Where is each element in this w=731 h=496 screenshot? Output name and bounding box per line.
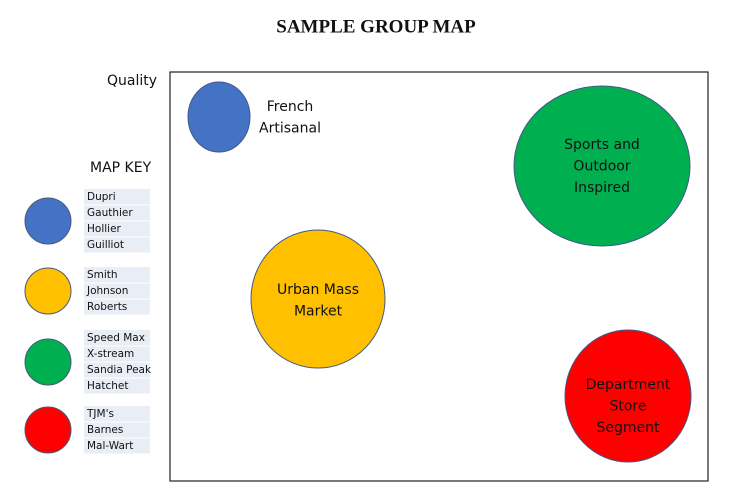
group-label: Segment (597, 420, 661, 436)
key-swatch (24, 197, 72, 245)
key-name: Smith (87, 269, 118, 281)
key-swatch (24, 338, 72, 386)
group-circle (250, 229, 386, 369)
key-name: Gauthier (87, 207, 133, 219)
key-name: Sandia Peak (87, 364, 152, 376)
group-label: Market (294, 304, 343, 320)
key-name: Hollier (87, 223, 122, 235)
key-name: TJM's (86, 408, 114, 420)
title: SAMPLE GROUP MAP (276, 16, 476, 37)
key-name: Johnson (86, 285, 128, 297)
axis-label: Quality (107, 73, 157, 89)
group-circle (564, 329, 692, 463)
group-circle (513, 85, 691, 247)
group-label: Urban Mass (277, 282, 359, 298)
group-label: Department (586, 377, 671, 393)
key-list-bg (84, 406, 150, 454)
map-frame (169, 71, 709, 482)
key-name: Barnes (87, 424, 123, 436)
group-label: French (267, 99, 314, 115)
key-name: X-stream (87, 348, 134, 360)
key-name: Roberts (87, 301, 127, 313)
group-label: Outdoor (573, 159, 630, 175)
group-label: Inspired (574, 180, 630, 196)
group-label: Artisanal (259, 121, 321, 137)
key-swatch (24, 267, 72, 315)
key-title: MAP KEY (90, 160, 152, 176)
key-name: Dupri (87, 191, 116, 203)
group-label: Sports and (564, 137, 640, 153)
key-name: Hatchet (87, 380, 128, 392)
group-label: Store (609, 399, 646, 415)
group-circle (187, 81, 251, 153)
key-name: Mal-Wart (87, 440, 133, 452)
key-swatch (24, 406, 72, 454)
key-name: Guilliot (87, 239, 124, 251)
key-list-bg (84, 267, 150, 315)
key-name: Speed Max (87, 332, 145, 344)
